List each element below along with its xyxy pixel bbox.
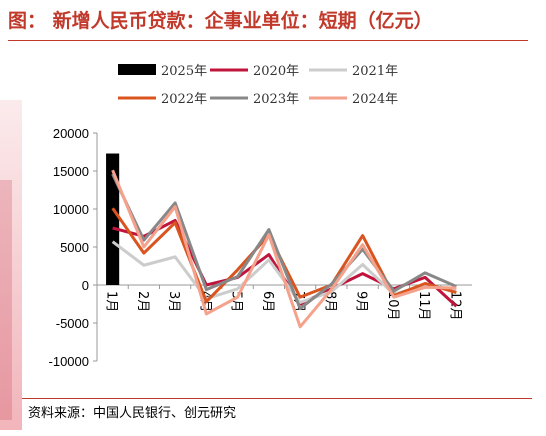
x-tick-label: 5月 bbox=[229, 291, 244, 312]
legend-swatch bbox=[118, 64, 156, 75]
x-tick-label: 1月 bbox=[104, 291, 119, 312]
x-tick-label: 10月 bbox=[385, 291, 400, 321]
title-divider bbox=[8, 40, 528, 41]
y-tick-label: -10000 bbox=[49, 354, 89, 369]
decorative-band-inner bbox=[0, 180, 12, 420]
x-tick-label: 6月 bbox=[260, 291, 275, 312]
legend-label: 2023年 bbox=[253, 92, 299, 107]
legend-label: 2025年 bbox=[161, 64, 207, 79]
source-note: 资料来源：中国人民银行、创元研究 bbox=[28, 406, 237, 421]
legend-label: 2022年 bbox=[161, 92, 207, 107]
source-divider bbox=[22, 398, 532, 399]
y-tick-label: 5000 bbox=[60, 240, 89, 255]
series-line-2024年 bbox=[111, 169, 457, 329]
y-tick-label: 20000 bbox=[53, 126, 89, 141]
series-line-2023年 bbox=[111, 173, 457, 311]
y-tick-label: 0 bbox=[82, 278, 89, 293]
x-tick-label: 11月 bbox=[416, 291, 431, 321]
legend-label: 2024年 bbox=[352, 92, 398, 107]
y-tick-label: 10000 bbox=[53, 202, 89, 217]
bar-2025年 bbox=[106, 153, 120, 285]
y-tick-label: -5000 bbox=[56, 316, 89, 331]
legend-label: 2021年 bbox=[352, 64, 398, 79]
chart-title: 图： 新增人民币贷款：企事业单位：短期（亿元） bbox=[8, 10, 433, 32]
x-tick-label: 2月 bbox=[135, 291, 150, 312]
x-tick-label: 3月 bbox=[166, 291, 181, 312]
y-tick-label: 15000 bbox=[53, 164, 89, 179]
decorative-band bbox=[0, 100, 22, 430]
legend-label: 2020年 bbox=[253, 64, 299, 79]
x-tick-label: 9月 bbox=[354, 291, 369, 312]
